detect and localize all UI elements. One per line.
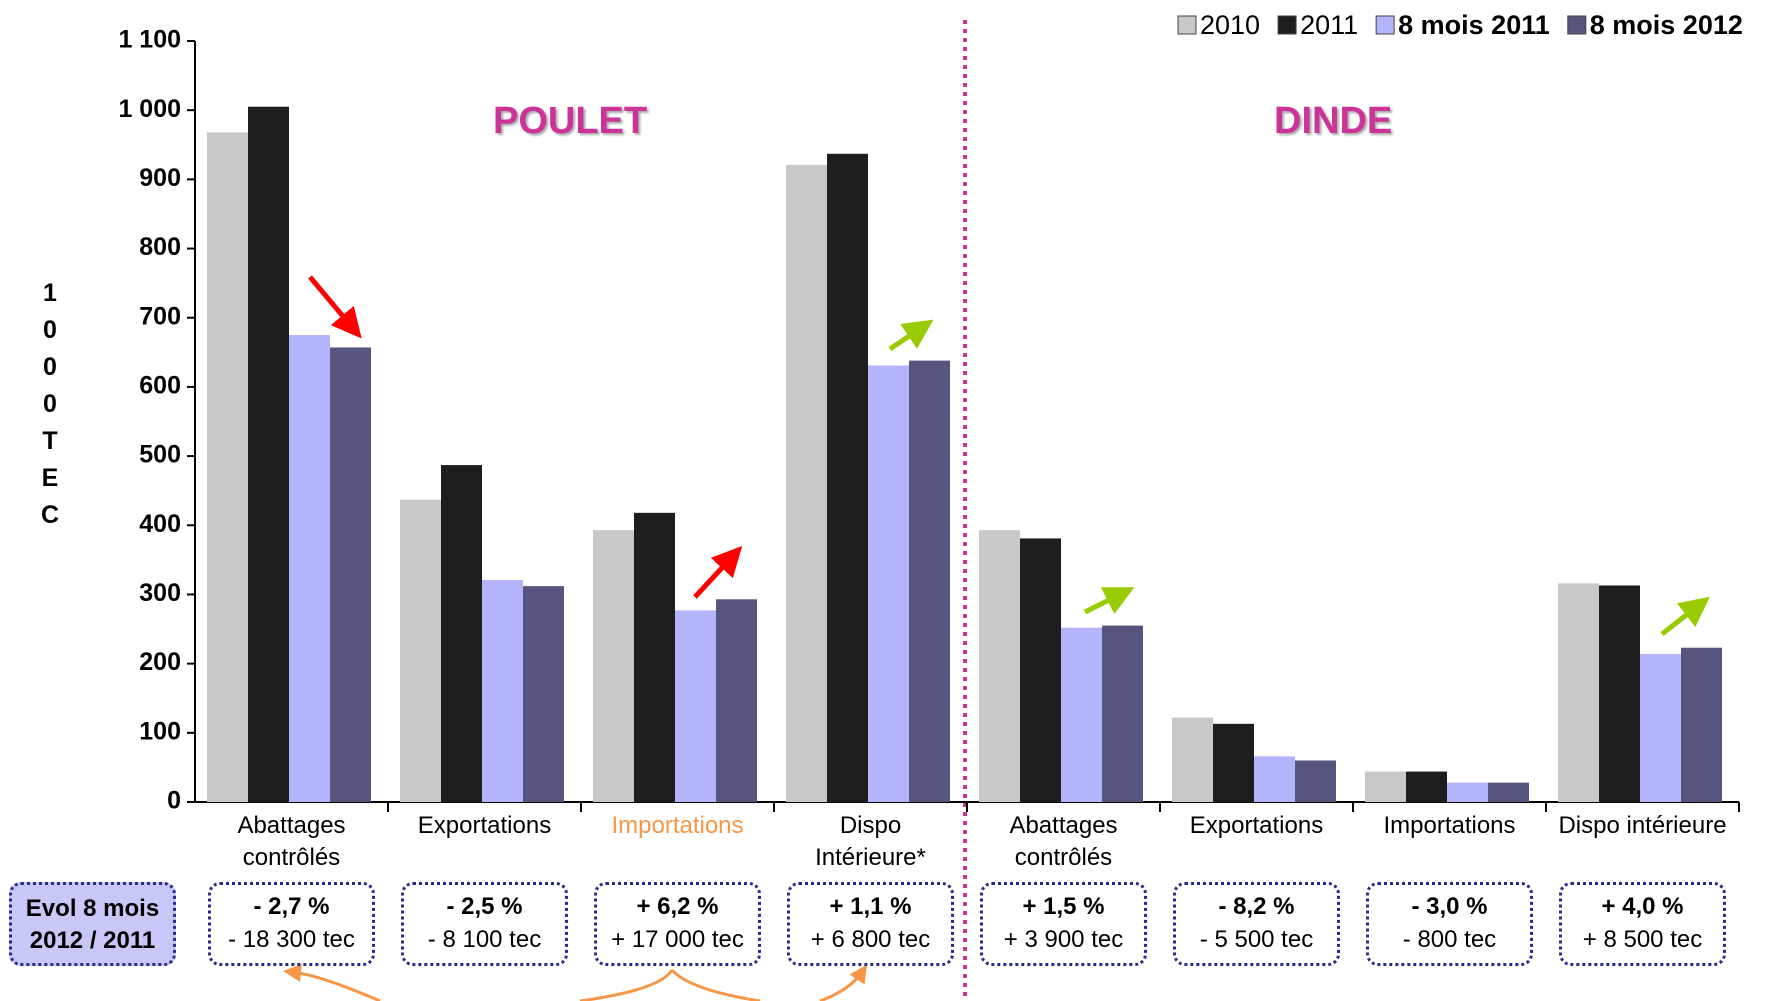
bar	[330, 347, 371, 802]
x-tick-label: Abattages contrôlés	[237, 812, 346, 871]
evol-tec: - 800 tec	[1402, 926, 1497, 953]
y-tick-label: 100	[139, 717, 181, 745]
y-tick-label: 1 100	[118, 26, 181, 54]
bar	[1447, 782, 1488, 802]
evol-box: - 2,7 % - 18 300 tec	[208, 882, 375, 966]
bar	[868, 365, 909, 802]
x-tick-label: Importations	[1383, 812, 1516, 839]
bar	[1172, 717, 1213, 802]
bar	[593, 530, 634, 802]
bar	[675, 610, 716, 802]
legend-swatch	[1277, 15, 1297, 35]
evol-tec: - 18 300 tec	[228, 926, 355, 953]
bar	[1488, 782, 1529, 802]
evol-box: - 8,2 % - 5 500 tec	[1173, 882, 1340, 966]
legend-swatch	[1375, 15, 1395, 35]
evol-tec: - 8 100 tec	[427, 926, 542, 953]
bar	[827, 153, 868, 802]
y-tick-label: 700	[139, 302, 181, 330]
evol-pct: - 8,2 %	[1218, 893, 1295, 920]
bar	[1365, 771, 1406, 802]
legend-label: 2010	[1200, 10, 1260, 40]
evol-box: + 1,5 % + 3 900 tec	[980, 882, 1147, 966]
evol-pct: - 2,5 %	[446, 893, 523, 920]
evol-label: Evol 8 mois 2012 / 2011	[9, 882, 176, 966]
x-tick-label: Exportations	[1189, 812, 1324, 839]
bar	[248, 106, 289, 803]
legend-swatch	[1567, 15, 1587, 35]
bar	[1599, 585, 1640, 802]
y-tick-label: 500	[139, 441, 181, 469]
bar	[1061, 627, 1102, 802]
bar	[523, 586, 564, 802]
bar	[979, 530, 1020, 802]
evol-box: + 6,2 % + 17 000 tec	[594, 882, 761, 966]
bar	[909, 360, 950, 802]
evol-tec: + 6 800 tec	[810, 926, 931, 953]
y-axis-label: 1000 TEC	[40, 279, 60, 529]
bar	[1020, 538, 1061, 802]
y-tick-label: 400	[139, 510, 181, 538]
bar	[1254, 756, 1295, 802]
group-label: POULET	[493, 100, 648, 142]
y-tick-label: 300	[139, 579, 181, 607]
bar	[1681, 647, 1722, 802]
y-tick-label: 0	[167, 787, 181, 815]
y-tick-label: 900	[139, 164, 181, 192]
flow-arrows	[283, 964, 867, 1001]
evol-tec: + 3 900 tec	[1003, 926, 1124, 953]
evol-pct: - 2,7 %	[253, 893, 330, 920]
evol-box: + 4,0 % + 8 500 tec	[1559, 882, 1726, 966]
bar	[1406, 771, 1447, 802]
y-tick-label: 200	[139, 648, 181, 676]
bar	[1102, 625, 1143, 802]
trend-arrows	[308, 275, 1710, 636]
evol-pct: + 6,2 %	[636, 893, 719, 920]
evol-tec: - 5 500 tec	[1199, 926, 1314, 953]
evol-pct: + 1,1 %	[829, 893, 912, 920]
evol-tec: + 17 000 tec	[611, 926, 744, 953]
group-label: DINDE	[1274, 100, 1393, 142]
legend-swatch	[1177, 15, 1197, 35]
evol-label-line: 2012 / 2011	[29, 927, 156, 954]
legend-label: 2011	[1300, 10, 1358, 40]
bar	[482, 579, 523, 802]
y-tick-label: 800	[139, 233, 181, 261]
x-tick-label: Importations	[611, 812, 744, 839]
bar	[634, 512, 675, 802]
bar	[1213, 723, 1254, 802]
x-tick-label: Dispo intérieure	[1558, 812, 1727, 839]
bar	[786, 164, 827, 802]
evol-pct: + 4,0 %	[1601, 893, 1684, 920]
legend-label: 8 mois 2012	[1590, 10, 1743, 40]
y-tick-label: 1 000	[118, 95, 181, 123]
bar	[441, 465, 482, 802]
x-tick-label: Exportations	[417, 812, 552, 839]
bar	[716, 599, 757, 802]
evol-box: - 2,5 % - 8 100 tec	[401, 882, 568, 966]
y-tick-label: 600	[139, 372, 181, 400]
evol-pct: - 3,0 %	[1411, 893, 1488, 920]
bar	[289, 335, 330, 802]
evol-tec: + 8 500 tec	[1582, 926, 1703, 953]
evol-label-line: Evol 8 mois	[25, 895, 160, 922]
x-tick-label: Abattages contrôlés	[1009, 812, 1118, 871]
bar	[400, 499, 441, 802]
legend-label: 8 mois 2011	[1398, 10, 1550, 40]
bar	[207, 132, 248, 802]
bar	[1295, 760, 1336, 802]
evol-pct: + 1,5 %	[1022, 893, 1105, 920]
bar	[1640, 653, 1681, 802]
bar	[1558, 583, 1599, 802]
evol-box: + 1,1 % + 6 800 tec	[787, 882, 954, 966]
evol-box: - 3,0 % - 800 tec	[1366, 882, 1533, 966]
x-tick-label: Dispo Intérieure*	[815, 812, 926, 871]
